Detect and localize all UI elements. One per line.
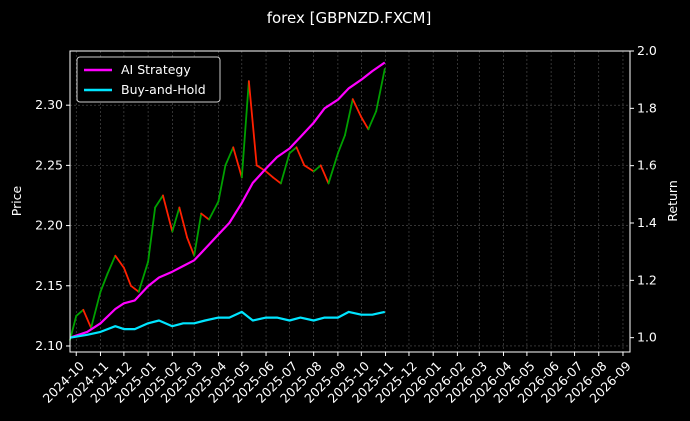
price-segment — [147, 206, 157, 263]
legend-box — [76, 56, 221, 103]
price-segment — [344, 98, 354, 137]
price-segment — [312, 164, 322, 173]
price-segment — [232, 146, 243, 179]
y-tick-label-right: 1.6 — [637, 158, 657, 173]
price-segment — [99, 272, 109, 293]
y-tick-label-right: 2.0 — [637, 43, 657, 58]
legend-label: AI Strategy — [121, 62, 191, 77]
y-axis-left: 2.10 2.15 2.20 2.25 2.30 — [35, 97, 70, 353]
price-segment — [240, 80, 250, 179]
price-segment — [224, 146, 235, 167]
legend: AI Strategy Buy-and-Hold — [76, 56, 221, 103]
y-tick-label-left: 2.15 — [35, 278, 63, 293]
plot-frame — [69, 50, 631, 353]
price-segment — [295, 146, 306, 167]
price-segment — [200, 212, 210, 221]
price-segment — [367, 110, 378, 131]
grid — [70, 51, 630, 352]
price-segment — [193, 212, 203, 257]
price-segment — [351, 98, 363, 119]
price-segment — [217, 164, 227, 203]
y-tick-label-right: 1.8 — [637, 100, 657, 115]
price-segment — [137, 260, 150, 293]
price-segment — [178, 206, 189, 239]
price-segment — [114, 254, 125, 269]
price-segment — [375, 68, 386, 113]
x-axis: 2024-102024-112024-122025-012025-022025-… — [40, 352, 634, 406]
price-segment — [154, 194, 164, 209]
price-segment — [90, 290, 102, 329]
price-segment — [336, 134, 346, 155]
price-segment — [122, 266, 132, 287]
chart-title: forex [GBPNZD.FXCM] — [267, 9, 432, 27]
legend-label: Buy-and-Hold — [121, 82, 206, 97]
y-tick-label-left: 2.20 — [35, 218, 63, 233]
price-segment — [360, 116, 370, 131]
price-segment — [319, 164, 330, 185]
price-segment — [106, 254, 117, 275]
price-segment — [75, 308, 85, 317]
y-tick-label-right: 1.2 — [637, 272, 657, 287]
strategy-lines — [69, 61, 386, 339]
price-segment — [208, 200, 220, 221]
price-segment — [288, 146, 298, 155]
price-segment — [69, 314, 78, 341]
price-segment — [82, 308, 92, 329]
price-segment — [279, 152, 291, 185]
price-series — [69, 68, 386, 341]
series-line-buy-and-hold — [69, 310, 386, 339]
price-segment — [272, 176, 282, 185]
price-segment — [247, 80, 258, 167]
y-tick-label-right: 1.0 — [637, 330, 657, 345]
price-segment — [130, 284, 140, 293]
series-line-ai-strategy — [69, 61, 386, 339]
y-axis-label-right: Return — [665, 180, 680, 221]
price-segment — [265, 170, 274, 179]
y-tick-label-left: 2.10 — [35, 338, 63, 353]
y-tick-label-right: 1.4 — [637, 215, 657, 230]
price-segment — [162, 194, 174, 233]
y-tick-label-left: 2.25 — [35, 157, 63, 172]
y-axis-label-left: Price — [9, 185, 24, 216]
y-axis-right: 1.0 1.2 1.4 1.6 1.8 2.0 — [630, 43, 657, 345]
y-tick-label-left: 2.30 — [35, 97, 63, 112]
price-segment — [327, 152, 339, 185]
price-segment — [171, 206, 181, 233]
price-segment — [186, 236, 196, 257]
price-segment — [303, 164, 315, 173]
